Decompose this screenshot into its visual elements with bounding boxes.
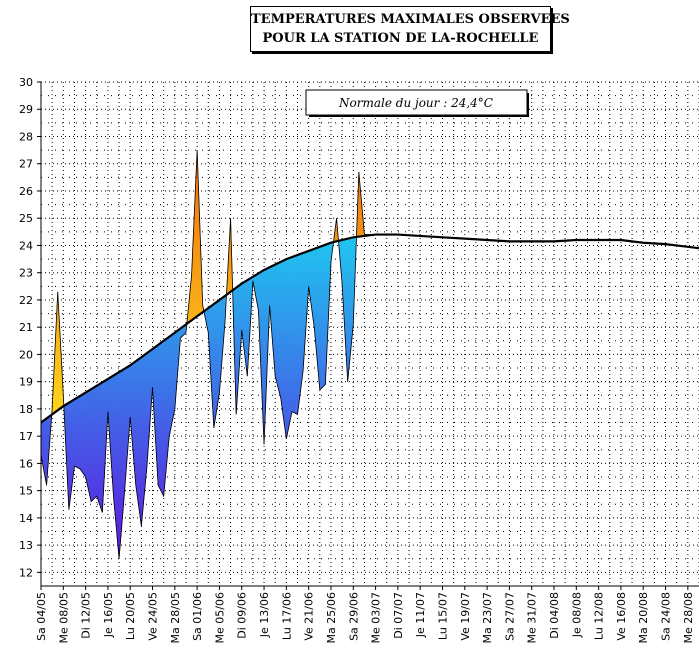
y-tick-label: 25 — [19, 212, 33, 225]
below-normal-area — [79, 392, 86, 479]
annotation-shadow — [309, 115, 529, 117]
x-tick-label: Ma 23/07 — [481, 592, 494, 643]
x-tick-label: Ma 25/06 — [325, 592, 338, 643]
x-tick-label: Di 12/05 — [80, 592, 93, 639]
x-tick-label: Lu 12/08 — [593, 592, 606, 640]
x-tick-label: Me 31/07 — [526, 592, 539, 643]
y-tick-label: 15 — [19, 485, 33, 498]
chart-title-line2: POUR LA STATION DE LA-ROCHELLE — [262, 31, 539, 46]
x-tick-label: Ma 28/05 — [169, 592, 182, 643]
y-tick-label: 30 — [19, 76, 33, 89]
x-tick-label: Di 04/08 — [548, 592, 561, 639]
normal-annotation: Normale du jour : 24,4°C — [305, 89, 529, 117]
chart-title: TEMPERATURES MAXIMALES OBSERVEES POUR LA… — [250, 6, 570, 52]
annotation-shadow — [527, 93, 529, 117]
y-tick-label: 29 — [19, 103, 33, 116]
x-tick-label: Ve 16/08 — [615, 592, 628, 641]
below-normal-area — [74, 395, 81, 470]
annotation-box — [305, 89, 528, 116]
x-tick-label: Ve 21/06 — [303, 592, 316, 641]
x-tick-label: Sa 29/06 — [347, 592, 360, 641]
below-normal-area — [274, 261, 282, 399]
below-normal-area — [90, 385, 98, 503]
y-tick-label: 26 — [19, 185, 33, 198]
normal-line — [40, 233, 699, 424]
x-tick-label: Lu 15/07 — [436, 592, 449, 640]
y-tick-label: 12 — [19, 566, 33, 579]
y-tick-label: 22 — [19, 294, 33, 307]
y-tick-label: 17 — [19, 430, 33, 443]
x-tick-label: Me 08/05 — [57, 592, 70, 643]
below-normal-area — [319, 244, 326, 391]
x-tick-label: Ve 19/07 — [459, 592, 472, 641]
y-tick-label: 24 — [19, 239, 33, 252]
x-tick-label: Ma 20/08 — [637, 592, 650, 643]
y-tick-label: 28 — [19, 130, 33, 143]
x-tick-label: Me 05/06 — [213, 592, 226, 643]
x-tick-label: Me 03/07 — [370, 592, 383, 643]
y-tick-label: 14 — [19, 512, 33, 525]
observed-line — [40, 150, 382, 559]
plot-area — [41, 82, 699, 586]
y-tick-label: 19 — [19, 376, 33, 389]
grid — [40, 81, 699, 586]
y-tick-label: 18 — [19, 403, 33, 416]
x-tick-label: Sa 24/08 — [660, 592, 673, 641]
y-tick-label: 21 — [19, 321, 33, 334]
x-tick-label: Je 16/05 — [102, 592, 115, 638]
x-tick-label: Sa 27/07 — [503, 592, 516, 641]
chart-title-line1: TEMPERATURES MAXIMALES OBSERVEES — [251, 12, 570, 27]
below-normal-area — [286, 256, 293, 439]
annotation-text: Normale du jour : 24,4°C — [338, 96, 493, 110]
x-tick-label: Je 13/06 — [258, 592, 271, 638]
below-normal-area — [291, 254, 298, 415]
y-tick-label: 16 — [19, 457, 33, 470]
below-normal-area — [157, 340, 164, 497]
below-normal-area — [96, 381, 103, 513]
y-tick-label: 20 — [19, 348, 33, 361]
x-tick-label: Je 11/07 — [414, 592, 427, 638]
x-tick-label: Me 28/08 — [682, 592, 695, 643]
y-tick-label: 23 — [19, 267, 33, 280]
x-tick-label: Lu 17/06 — [280, 592, 293, 640]
x-tick-label: Sa 04/05 — [35, 592, 48, 641]
x-tick-label: Di 09/06 — [236, 592, 249, 639]
x-tick-label: Lu 20/05 — [124, 592, 137, 640]
x-tick-label: Ve 24/05 — [147, 592, 160, 641]
x-tick-label: Di 07/07 — [392, 592, 405, 639]
x-tick-label: Sa 01/06 — [191, 592, 204, 641]
y-tick-label: 13 — [19, 539, 33, 552]
y-tick-label: 27 — [19, 158, 33, 171]
x-tick-label: Je 08/08 — [570, 592, 583, 638]
